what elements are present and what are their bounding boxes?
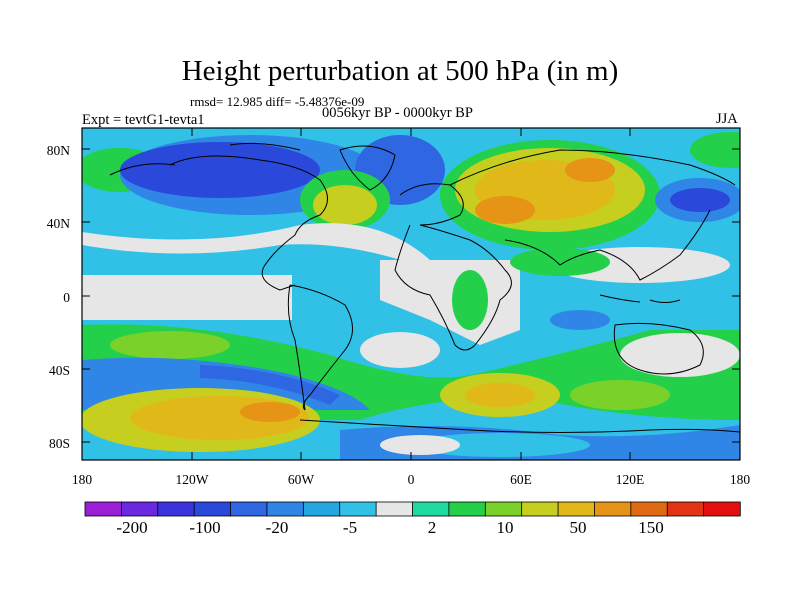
colorbar-swatch	[630, 501, 668, 517]
colorbar-swatch	[557, 501, 596, 517]
colorbar-swatch	[84, 501, 123, 517]
colorbar-swatch	[193, 501, 232, 517]
colorbar-swatch	[521, 501, 559, 517]
period-label: 0056kyr BP - 0000kyr BP	[322, 105, 473, 121]
colorbar-label: -20	[265, 518, 289, 537]
colorbar-swatch	[157, 501, 195, 517]
lon-tick-120e: 120E	[615, 472, 645, 487]
lon-tick-60w: 60W	[287, 472, 315, 487]
contour-fill	[82, 128, 740, 460]
colorbar-swatch	[120, 501, 159, 517]
experiment-label: Expt = tevtG1-tevta1	[82, 112, 205, 128]
lat-tick-0: 0	[63, 290, 70, 305]
map-title: Height perturbation at 500 hPa (in m)	[181, 55, 619, 87]
colorbar-swatch	[448, 501, 486, 517]
colorbar-swatch	[230, 501, 268, 517]
colorbar-label: -5	[342, 518, 358, 537]
colorbar-swatch	[412, 501, 450, 517]
rmsd-stats: rmsd= 12.985 diff= -5.48376e-09	[190, 94, 365, 109]
lon-tick-60e: 60E	[510, 472, 532, 487]
lon-tick-120w: 120W	[175, 472, 209, 487]
coastlines	[109, 142, 740, 433]
colorbar-swatch	[594, 501, 632, 517]
colorbar-label: 2	[427, 518, 437, 537]
lat-tick-40n: 40N	[46, 216, 70, 231]
colorbar-swatch	[302, 501, 341, 517]
colorbar-swatch	[339, 501, 377, 517]
colorbar-swatch	[375, 501, 414, 517]
lat-tick-40s: 40S	[48, 363, 70, 378]
colorbar-swatch	[703, 501, 741, 517]
colorbar-label: -200	[116, 518, 148, 537]
colorbar-label: 50	[569, 518, 587, 537]
colorbar-label: 10	[496, 518, 514, 537]
lon-tick-180w: 180	[71, 472, 93, 487]
colorbar-swatch	[484, 501, 523, 517]
lat-tick-80s: 80S	[48, 436, 70, 451]
colorbar-swatch	[666, 501, 705, 517]
lon-tick-0: 0	[407, 472, 415, 487]
colorbar-swatch	[266, 501, 305, 517]
colorbar-label: 150	[638, 518, 664, 537]
season-label: JJA	[716, 111, 738, 127]
lat-tick-80n: 80N	[46, 143, 70, 158]
colorbar-label: -100	[189, 518, 221, 537]
lon-tick-180e: 180	[729, 472, 751, 487]
